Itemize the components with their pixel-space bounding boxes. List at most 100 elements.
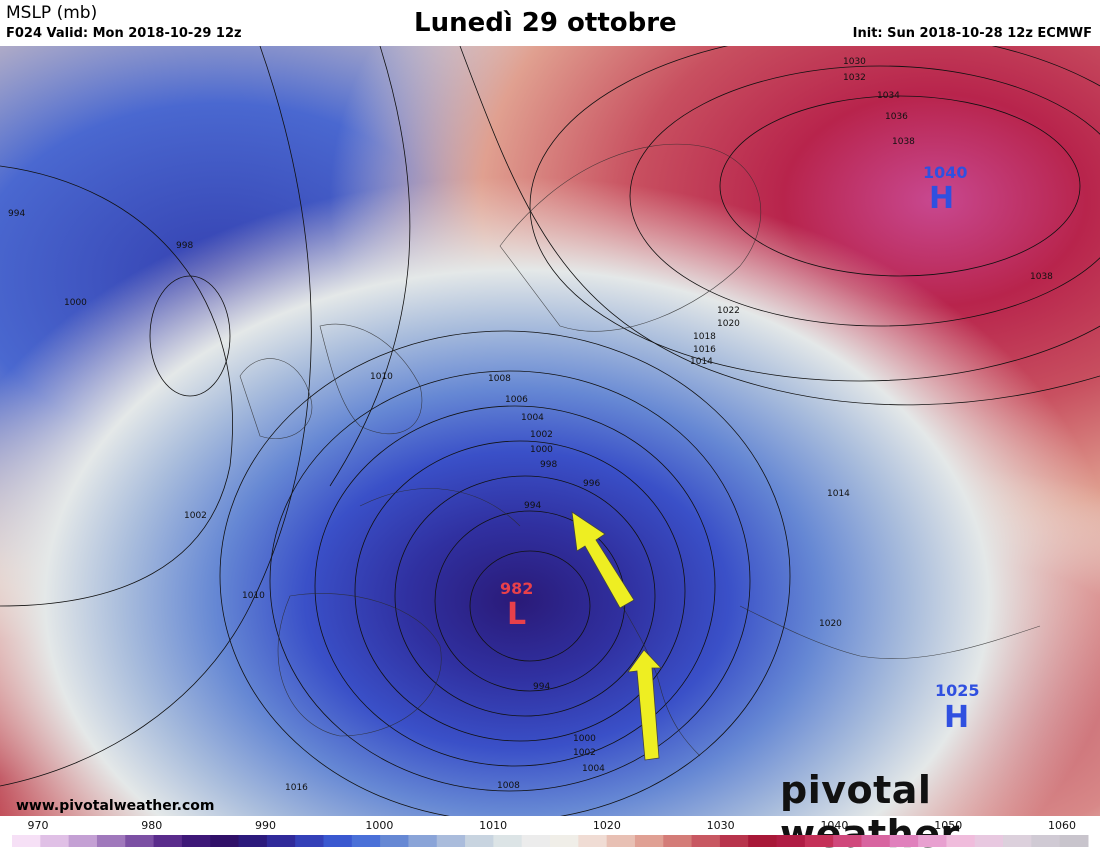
isobar-label: 1030 [843,57,866,67]
isobar-label: 1016 [693,345,716,355]
isobar-label: 1014 [827,489,850,499]
colorbar-swatches [12,835,1089,847]
arrow-icon [627,649,662,761]
low-center-symbol: L [507,597,526,632]
colorbar-swatch [238,835,268,847]
pressure-centers: 982 L 1040 H 1025 H [500,163,980,735]
isobar-label: 1000 [530,445,553,455]
colorbar-swatch [1059,835,1089,847]
valid-time-label: F024 Valid: Mon 2018-10-29 12z [6,26,242,41]
isobar-label: 994 [533,682,550,692]
colorbar-swatch [889,835,919,847]
isobar-label: 1002 [573,748,596,758]
colorbar-tick-label: 1050 [934,819,962,832]
isobar-label: 994 [8,209,25,219]
isobar-label: 1038 [892,137,915,147]
isobar-label: 996 [583,479,600,489]
isobar-label: 1020 [819,619,842,629]
colorbar-swatch [266,835,296,847]
isobar-label: 1010 [242,591,265,601]
colorbar-swatch [606,835,636,847]
isobar-label: 1034 [877,91,900,101]
colorbar-swatch [918,835,947,847]
colorbar-swatch [748,835,778,847]
colorbar-swatch [663,835,693,847]
isobar-label: 1036 [885,112,908,122]
colorbar-swatch [40,835,70,847]
coastlines [239,143,1041,757]
colorbar-swatch [380,835,409,847]
isobar-label: 1008 [497,781,520,791]
isobar-label: 1020 [717,319,740,329]
colorbar-swatch [12,835,41,847]
high-center-symbol: H [929,181,954,216]
mediterranean-low-field [0,46,1100,816]
flow-arrows [571,511,662,761]
colorbar: 970 980 990 1000 1010 1020 1030 1040 1050 1060 [12,819,1089,847]
isobar-label: 1022 [717,306,740,316]
isobar-label: 1004 [521,413,544,423]
colorbar-swatch [125,835,155,847]
colorbar-tick-label: 1030 [707,819,735,832]
colorbar-swatch [521,835,551,847]
colorbar-tick-label: 1000 [365,819,393,832]
colorbar-swatch [323,835,353,847]
isobar-label: 994 [524,501,541,511]
isobar-label: 1006 [505,395,528,405]
colorbar-ticks: 970 980 990 1000 1010 1020 1030 1040 1050 1060 [28,819,1077,832]
isobar-label: 1008 [488,374,511,384]
website-link[interactable]: www.pivotalweather.com [16,798,215,814]
colorbar-swatch [719,835,749,847]
colorbar-tick-label: 970 [28,819,49,832]
colorbar-swatch [465,835,494,847]
colorbar-swatch [68,835,98,847]
colorbar-swatch [691,835,721,847]
colorbar-swatch [436,835,466,847]
colorbar-swatch [861,835,891,847]
colorbar-tick-label: 1040 [820,819,848,832]
isobar-label: 1032 [843,73,866,83]
colorbar-swatch [833,835,862,847]
isobar-label: 1000 [573,734,596,744]
isobar-label: 1014 [690,357,713,367]
high-center-value: 1025 [935,681,980,700]
arrow-icon [571,511,635,609]
brand-logo: pivotal weather [780,768,960,856]
colorbar-tick-label: 1020 [593,819,621,832]
isobar-label: 1002 [530,430,553,440]
colorbar-swatch [408,835,438,847]
isobar-label: 998 [176,241,193,251]
isobar-label: 1018 [693,332,716,342]
colorbar-swatch [804,835,834,847]
high-center-symbol: H [944,700,969,735]
isobar-label: 1038 [1030,272,1053,282]
isobar-label: 1016 [285,783,308,793]
colorbar-tick-label: 980 [141,819,162,832]
colorbar-swatch [493,835,523,847]
isobar-label: 1002 [184,511,207,521]
product-label: MSLP (mb) [6,3,98,23]
page-title-text: Lunedì 29 ottobre [414,8,677,38]
colorbar-swatch [153,835,183,847]
colorbar-swatch [1031,835,1061,847]
colorbar-swatch [1003,835,1032,847]
colorbar-swatch [974,835,1004,847]
init-time-label: Init: Sun 2018-10-28 12z ECMWF [852,26,1092,41]
isobar-labels: 994 998 1000 1002 1010 1008 1006 1004 10… [8,57,1053,793]
pressure-map: 994 998 1000 1002 1010 1008 1006 1004 10… [0,46,1100,816]
colorbar-swatch [181,835,211,847]
colorbar-swatch [550,835,579,847]
colorbar-swatch [351,835,381,847]
isobar-label: 998 [540,460,557,470]
isobar-label: 1000 [64,298,87,308]
colorbar-swatch [96,835,126,847]
header: MSLP (mb) F024 Valid: Mon 2018-10-29 12z… [0,0,1100,46]
colorbar-swatch [946,835,976,847]
colorbar-tick-label: 990 [255,819,276,832]
colorbar-swatch [776,835,806,847]
colorbar-tick-label: 1060 [1048,819,1076,832]
colorbar-swatch [578,835,608,847]
isobar-label: 1010 [370,372,393,382]
colorbar-swatch [210,835,240,847]
colorbar-swatch [295,835,324,847]
